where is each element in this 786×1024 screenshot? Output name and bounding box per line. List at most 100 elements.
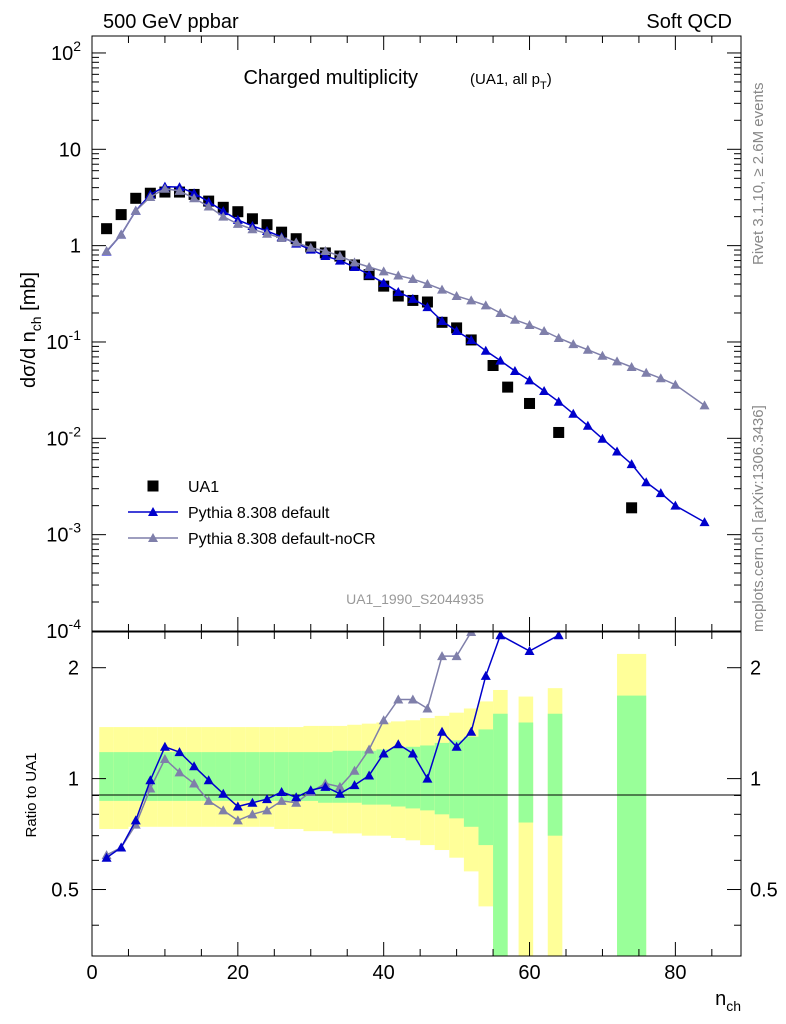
marker-pythia-8-308-default — [612, 446, 623, 456]
marker-pythia-8-308-default — [451, 326, 462, 336]
marker-pythia-8-308-default — [334, 255, 345, 265]
error-band-inner — [172, 752, 187, 801]
y-tick-label: 10-4 — [46, 616, 81, 643]
ratio-marker-pythia-8-308-default-nocr — [466, 632, 477, 636]
ratio-y-tick-label-right: 2 — [750, 658, 761, 680]
marker-ua1 — [421, 296, 433, 308]
error-band-inner — [245, 752, 260, 801]
ratio-marker-pythia-8-308-default — [305, 785, 316, 795]
ratio-marker-pythia-8-308-default-nocr — [291, 797, 302, 807]
marker-ua1 — [130, 192, 142, 204]
ratio-marker-pythia-8-308-default — [378, 748, 389, 758]
x-tick-label: 40 — [373, 962, 395, 984]
marker-pythia-8-308-default — [597, 433, 608, 443]
marker-pythia-8-308-default-nocr — [437, 284, 448, 294]
marker-pythia-8-308-default-nocr — [699, 400, 710, 410]
x-tick-label: 0 — [86, 962, 97, 984]
x-tick-label: 80 — [664, 962, 686, 984]
marker-ua1 — [524, 397, 536, 409]
ratio-marker-pythia-8-308-default-nocr — [334, 781, 345, 791]
error-band-inner — [449, 740, 464, 819]
ratio-marker-pythia-8-308-default — [101, 852, 112, 862]
ratio-marker-pythia-8-308-default-nocr — [232, 815, 243, 825]
ratio-marker-pythia-8-308-default — [116, 842, 127, 852]
marker-pythia-8-308-default — [378, 277, 389, 287]
ratio-y-axis-label: Ratio to UA1 — [23, 752, 40, 837]
error-band-inner — [493, 713, 508, 956]
ratio-marker-pythia-8-308-default-nocr — [451, 651, 462, 661]
main-x-ticks — [91, 36, 713, 631]
marker-pythia-8-308-default — [568, 408, 579, 418]
main-frame — [91, 35, 742, 632]
marker-ua1 — [261, 219, 273, 231]
marker-pythia-8-308-default-nocr — [203, 201, 214, 211]
ratio-marker-pythia-8-308-default — [130, 815, 141, 825]
y-tick-label: 102 — [51, 38, 81, 65]
marker-pythia-8-308-default — [699, 517, 710, 527]
y-tick-label: 10-3 — [46, 520, 81, 547]
legend-label-ua1: UA1 — [188, 479, 219, 496]
marker-pythia-8-308-default-nocr — [422, 278, 433, 288]
error-band-inner — [186, 752, 202, 801]
marker-pythia-8-308-default-nocr — [495, 307, 506, 317]
ratio-marker-pythia-8-308-default-nocr — [189, 778, 200, 788]
marker-pythia-8-308-default-nocr — [407, 274, 418, 284]
ratio-marker-pythia-8-308-default-nocr — [437, 651, 448, 661]
marker-pythia-8-308-default — [437, 316, 448, 326]
marker-pythia-8-308-default-nocr — [466, 295, 477, 305]
marker-pythia-8-308-default — [203, 196, 214, 206]
marker-pythia-8-308-default — [407, 293, 418, 303]
ratio-y-tick-label-right: 1 — [750, 769, 761, 791]
ratio-marker-pythia-8-308-default-nocr — [203, 795, 214, 805]
header-right-label: Soft QCD — [646, 11, 732, 33]
marker-pythia-8-308-default-nocr — [364, 262, 375, 272]
marker-pythia-8-308-default-nocr — [612, 356, 623, 366]
y-tick-label: 1 — [70, 236, 81, 258]
legend-marker-ua1 — [147, 480, 159, 492]
ratio-marker-pythia-8-308-default — [232, 801, 243, 811]
marker-pythia-8-308-default — [539, 385, 550, 395]
chart-title: Charged multiplicity — [243, 67, 418, 89]
ratio-y-tick-label-left: 2 — [68, 658, 79, 680]
marker-pythia-8-308-default-nocr — [349, 257, 360, 267]
ratio-marker-pythia-8-308-default-nocr — [422, 703, 433, 713]
series-line-pythia-8-308-default-nocr — [106, 187, 705, 406]
ratio-marker-pythia-8-308-default-nocr — [174, 767, 185, 777]
error-band-inner — [230, 752, 246, 801]
marker-pythia-8-308-default-nocr — [218, 211, 229, 221]
ratio-panel: 0.5 0.5 1 1 2 2 0 20 40 60 80 Ratio to UA1 nch — [23, 631, 778, 1014]
ratio-marker-pythia-8-308-default — [247, 797, 258, 807]
marker-pythia-8-308-default-nocr — [641, 367, 652, 377]
marker-pythia-8-308-default-nocr — [174, 185, 185, 195]
x-tick-label: 60 — [518, 962, 540, 984]
marker-pythia-8-308-default-nocr — [393, 270, 404, 280]
x-axis-label: nch — [715, 988, 741, 1014]
ratio-marker-pythia-8-308-default-nocr — [218, 805, 229, 815]
ratio-marker-pythia-8-308-default — [320, 781, 331, 791]
marker-pythia-8-308-default-nocr — [378, 266, 389, 276]
ratio-marker-pythia-8-308-default — [189, 761, 200, 771]
ratio-marker-pythia-8-308-default — [393, 739, 404, 749]
marker-pythia-8-308-default-nocr — [626, 361, 637, 371]
error-band-inner — [405, 746, 421, 809]
marker-pythia-8-308-default — [582, 420, 593, 430]
error-band-inner — [274, 752, 289, 801]
rivet-version-label: Rivet 3.1.10, ≥ 2.6M events — [750, 83, 767, 266]
ratio-marker-pythia-8-308-default — [334, 788, 345, 798]
chart-title-note: (UA1, all pT) — [470, 71, 552, 92]
marker-ua1 — [101, 223, 113, 235]
ratio-y-tick-label-right: 0.5 — [750, 880, 778, 902]
ratio-marker-pythia-8-308-default — [524, 646, 535, 656]
ratio-marker-pythia-8-308-default-nocr — [393, 694, 404, 704]
marker-ua1 — [502, 381, 514, 393]
error-band-inner — [288, 752, 304, 801]
ratio-y-tick-label-left: 1 — [68, 769, 79, 791]
marker-pythia-8-308-default — [320, 251, 331, 261]
ratio-marker-pythia-8-308-default — [174, 747, 185, 757]
marker-pythia-8-308-default-nocr — [305, 242, 316, 252]
marker-pythia-8-308-default-nocr — [655, 373, 666, 383]
ratio-marker-pythia-8-308-default-nocr — [349, 765, 360, 775]
main-y-axis: 10-4 10-3 10-2 10-1 1 10 102 — [46, 38, 741, 643]
ratio-marker-pythia-8-308-default-nocr — [247, 809, 258, 819]
ratio-marker-pythia-8-308-default — [218, 788, 229, 798]
